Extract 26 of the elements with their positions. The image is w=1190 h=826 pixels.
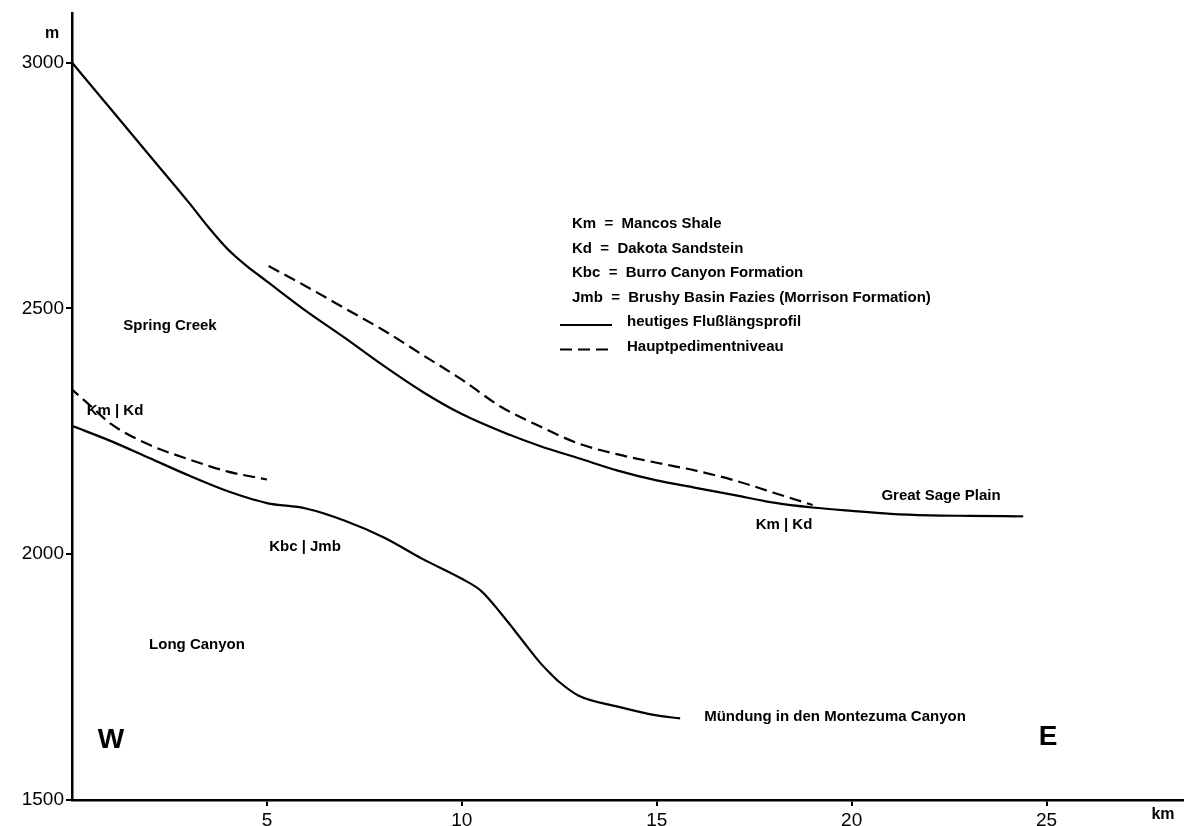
annotation: Kbc = Burro Canyon Formation	[572, 263, 804, 281]
annotation: E	[1038, 719, 1058, 751]
x-tick-label: 10	[451, 808, 473, 826]
annotation: Kbc | Jmb	[269, 537, 341, 555]
annotation: Spring Creek	[123, 316, 218, 334]
y-tick-label: 3000	[21, 50, 64, 72]
annotation: Great Sage Plain	[881, 486, 1001, 504]
annotation: Km | Kd	[86, 401, 144, 419]
annotation: Km = Mancos Shale	[572, 214, 722, 232]
x-tick-label: 20	[841, 808, 863, 826]
x-tick-label: 15	[646, 808, 668, 826]
y-axis-title: m	[44, 23, 60, 41]
y-tick-label: 1500	[21, 788, 64, 810]
x-tick-label: 25	[1035, 808, 1058, 826]
y-tick-label: 2000	[21, 542, 64, 564]
annotation: Long Canyon	[149, 635, 245, 653]
legend-label: heutiges Flußlängsprofil	[627, 312, 802, 330]
annotation: Mündung in den Montezuma Canyon	[704, 707, 966, 725]
y-tick-label: 2500	[21, 296, 64, 318]
x-axis-title: km	[1151, 805, 1175, 823]
legend-label: Hauptpedimentniveau	[627, 336, 784, 354]
annotation: W	[97, 722, 125, 754]
x-tick-label: 5	[261, 808, 273, 826]
annotation: Kd = Dakota Sandstein	[572, 238, 744, 256]
annotation: Km | Kd	[755, 515, 813, 533]
annotation: Jmb = Brushy Basin Fazies (Morrison Formation)	[572, 287, 931, 305]
